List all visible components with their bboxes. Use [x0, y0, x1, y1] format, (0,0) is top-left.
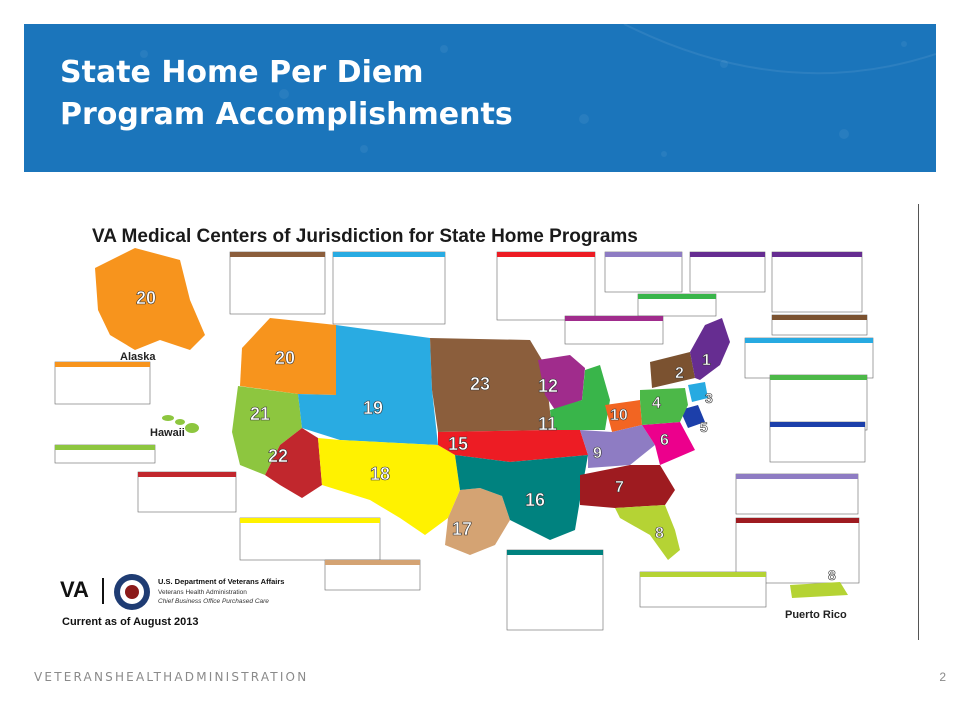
logo-line-1: U.S. Department of Veterans Affairs — [158, 577, 284, 586]
visn-label: 7 — [615, 479, 624, 496]
visn-label: 8 — [655, 525, 664, 542]
visn-label: 16 — [525, 490, 545, 510]
logo-line-3: Chief Business Office Purchased Care — [158, 598, 269, 605]
visn-label: 18 — [370, 464, 390, 484]
table-headers — [55, 252, 873, 577]
region-puerto-rico — [790, 582, 848, 598]
title-line-2: Program Accomplishments — [60, 97, 513, 132]
va-mark: VA — [60, 577, 89, 602]
region-visn-10 — [605, 400, 642, 432]
visn-label: 23 — [470, 374, 490, 394]
region-visn-9 — [580, 425, 655, 468]
region-visn-17 — [445, 488, 510, 555]
region-visn-1 — [690, 318, 730, 380]
region-visn-23 — [430, 338, 552, 432]
page-number: 2 — [939, 670, 946, 684]
divider-line — [918, 204, 919, 640]
alaska-label: Alaska — [120, 351, 156, 363]
visn-label: 3 — [705, 390, 713, 406]
va-logo: VA U.S. Department of Veterans Affairs V… — [60, 574, 284, 610]
title-line-1: State Home Per Diem — [60, 55, 424, 90]
banner-texture — [140, 24, 936, 157]
region-visn-22 — [265, 428, 322, 498]
visn-label: 12 — [538, 376, 558, 396]
footer-text: VETERANSHEALTHADMINISTRATION — [34, 670, 309, 684]
map-figure: VA Medical Centers of Jurisdiction for S… — [54, 226, 874, 631]
region-visn-16 — [455, 455, 588, 540]
region-visn-4 — [640, 388, 688, 425]
visn-label: 9 — [593, 445, 602, 462]
visn-label: 15 — [448, 434, 468, 454]
visn-label: 22 — [268, 446, 288, 466]
visn-label: 11 — [538, 414, 557, 434]
jurisdiction-map: VA Medical Centers of Jurisdiction for S… — [40, 200, 920, 640]
visn-label: 20 — [136, 288, 156, 308]
visn-label: 17 — [452, 519, 472, 539]
region-visn-21 — [232, 386, 302, 475]
region-visn-18 — [318, 438, 460, 535]
visn-label: 19 — [363, 398, 383, 418]
hawaii-label: Hawaii — [150, 427, 185, 439]
region-visn-11 — [550, 365, 610, 430]
visn-label: 4 — [652, 395, 661, 412]
visn-label: 20 — [275, 348, 295, 368]
region-visn-2 — [650, 352, 695, 388]
region-visn-15 — [438, 430, 588, 462]
region-visn-7 — [580, 465, 675, 508]
puerto-rico-label: Puerto Rico — [785, 609, 847, 621]
slide-title: State Home Per Diem Program Accomplishme… — [60, 52, 513, 136]
region-visn-19 — [298, 325, 438, 445]
region-visn-12 — [538, 355, 585, 410]
visn-label: 5 — [700, 419, 708, 435]
visn-label: 1 — [702, 352, 711, 369]
visn-label: 6 — [660, 432, 669, 449]
visn-label: 10 — [610, 407, 628, 424]
visn-label: 8 — [828, 567, 836, 583]
region-hawaii — [162, 415, 199, 433]
logo-line-2: Veterans Health Administration — [158, 589, 247, 596]
region-visn-6 — [642, 422, 695, 465]
currency-note: Current as of August 2013 — [62, 616, 199, 628]
region-visn-20 — [240, 318, 336, 395]
region-visn-8 — [615, 505, 680, 560]
visn-label: 21 — [250, 404, 270, 424]
region-visn-5 — [680, 405, 705, 428]
region-alaska — [95, 248, 205, 350]
title-banner: State Home Per Diem Program Accomplishme… — [24, 24, 936, 172]
visn-label: 2 — [675, 365, 684, 382]
jurisdiction-tables — [54, 251, 874, 631]
map-heading: VA Medical Centers of Jurisdiction for S… — [92, 226, 638, 247]
region-visn-3 — [688, 382, 708, 402]
